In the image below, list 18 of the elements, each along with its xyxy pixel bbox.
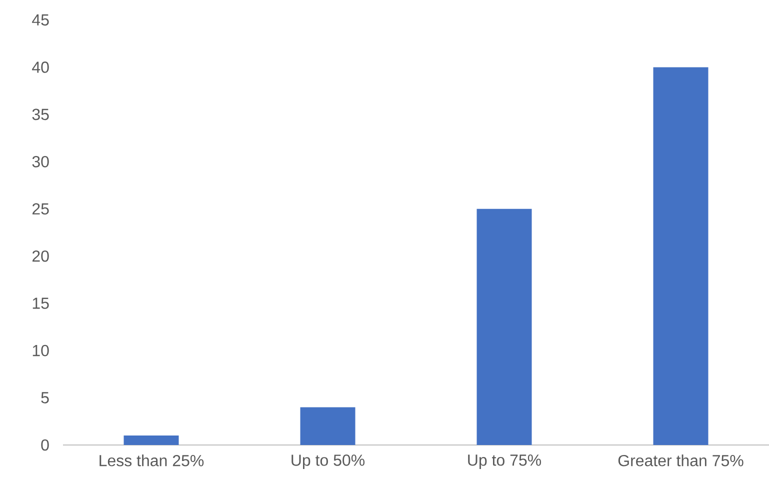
y-tick-label: 10 [32, 344, 49, 356]
y-tick-label: 5 [41, 392, 49, 404]
bar [476, 208, 532, 445]
y-tick-label: 30 [32, 156, 49, 168]
x-tick-label: Up to 75% [468, 454, 542, 469]
y-tick-label: 15 [32, 298, 49, 309]
bar [300, 407, 356, 445]
bar [124, 436, 179, 445]
y-tick-label: 40 [32, 62, 49, 73]
y-tick-label: 0 [41, 439, 49, 451]
bar [653, 67, 708, 445]
y-tick-label: 20 [32, 250, 49, 262]
x-tick-label: Less than 25% [100, 454, 204, 466]
y-tick-label: 25 [32, 203, 49, 215]
x-tick-label: Greater than 75% [618, 454, 744, 466]
x-tick-label: Up to 50% [292, 454, 365, 470]
y-tick-label: 45 [32, 14, 49, 26]
y-tick-label: 35 [32, 108, 49, 120]
